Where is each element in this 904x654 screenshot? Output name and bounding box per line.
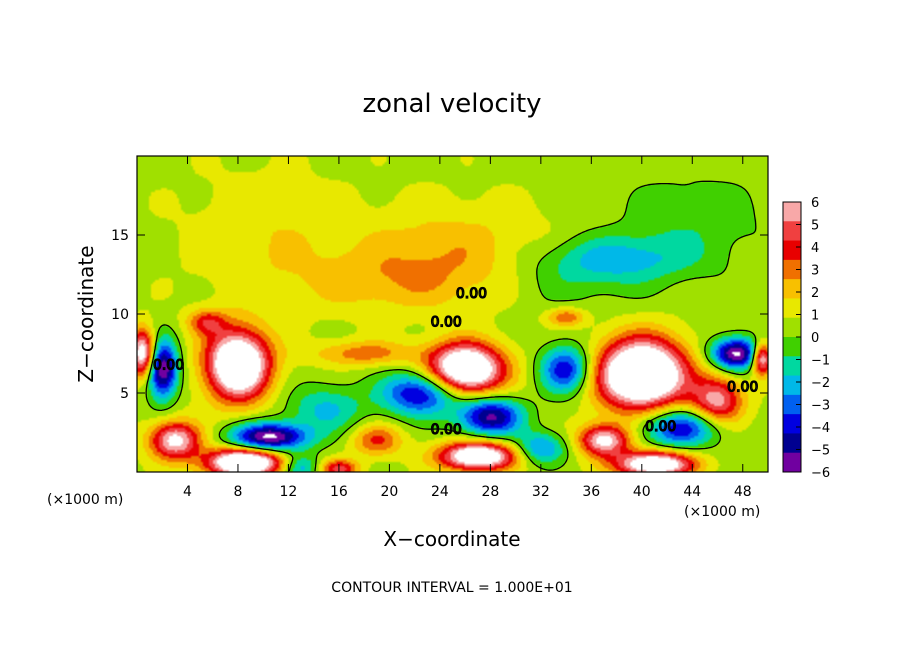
colorbar-tick-label: −3 [811, 399, 830, 414]
x-tick-label: 20 [380, 484, 398, 500]
x-tick-label: 36 [582, 484, 600, 500]
colorbar-tick-label: 6 [811, 196, 819, 211]
colorbar-tick-label: 4 [811, 241, 819, 256]
x-tick-label: 48 [734, 484, 752, 500]
colorbar: 6 5 4 3 2 1 0 −1 −2 −3 −4 −5 −6 [782, 196, 830, 481]
colorbar-tick-label: 0 [811, 331, 819, 346]
y-tick-label: 10 [111, 307, 129, 323]
x-tick-label: 8 [233, 484, 242, 500]
contour-label: 0.00 [431, 315, 462, 331]
zero-contours: 0.00 0.00 0.00 0.00 0.00 0.00 [145, 180, 759, 472]
colorbar-swatch [783, 337, 801, 357]
x-tick-label: 24 [431, 484, 449, 500]
contour-label: 0.00 [153, 357, 184, 373]
colorbar-swatch [783, 317, 801, 338]
colorbar-swatch [783, 240, 801, 261]
chart-title: zonal velocity [362, 89, 541, 119]
colorbar-swatch [783, 394, 801, 415]
colorbar-swatch [783, 452, 801, 473]
colorbar-swatch [783, 356, 801, 377]
x-tick-label: 12 [280, 484, 298, 500]
x-tick-label: 28 [481, 484, 499, 500]
contour-label: 0.00 [645, 419, 676, 435]
contour-interval-note: CONTOUR INTERVAL = 1.000E+01 [331, 580, 572, 596]
x-axis-label: X−coordinate [383, 527, 520, 551]
zero-contour-line [145, 180, 757, 472]
colorbar-swatch [783, 298, 801, 319]
x-axis-ticks: 4 8 12 16 20 24 28 32 36 40 44 48 [183, 156, 752, 500]
x-tick-label: 32 [532, 484, 550, 500]
colorbar-swatch [783, 259, 801, 280]
colorbar-swatch [783, 221, 801, 242]
colorbar-tick-label: −5 [811, 444, 830, 459]
x-tick-label: 44 [683, 484, 701, 500]
colorbar-swatch [783, 433, 801, 454]
x-tick-label: 16 [330, 484, 348, 500]
plot-area: 0.000.000.000.00 0.000.00 4 8 12 16 20 24 28 32 3… [111, 155, 769, 500]
x-tick-label: 4 [183, 484, 192, 500]
colorbar-tick-label: −4 [811, 421, 830, 436]
contour-label: 0.00 [431, 422, 462, 438]
colorbar-tick-label: −2 [811, 376, 830, 391]
y-tick-label: 5 [120, 386, 129, 402]
z-unit-label: (×1000 m) [47, 492, 123, 508]
colorbar-tick-label: 2 [811, 286, 819, 301]
y-axis-ticks: 5 10 15 [111, 228, 768, 402]
colorbar-swatch [783, 375, 801, 396]
contour-label: 0.00 [456, 286, 487, 302]
colorbar-tick-label: −1 [811, 354, 830, 369]
colorbar-tick-label: 1 [811, 309, 819, 324]
y-tick-label: 15 [111, 228, 129, 244]
colorbar-tick-label: 3 [811, 264, 819, 279]
x-tick-label: 40 [633, 484, 651, 500]
x-unit-label: (×1000 m) [684, 504, 760, 520]
velocity-field [137, 156, 768, 472]
y-axis-label: Z−coordinate [74, 245, 98, 382]
colorbar-swatch [783, 414, 801, 434]
colorbar-swatch [783, 279, 801, 299]
colorbar-tick-label: 5 [811, 219, 819, 234]
colorbar-tick-label: −6 [811, 466, 830, 481]
contour-label: 0.00 [727, 379, 758, 395]
colorbar-swatch [783, 202, 801, 222]
